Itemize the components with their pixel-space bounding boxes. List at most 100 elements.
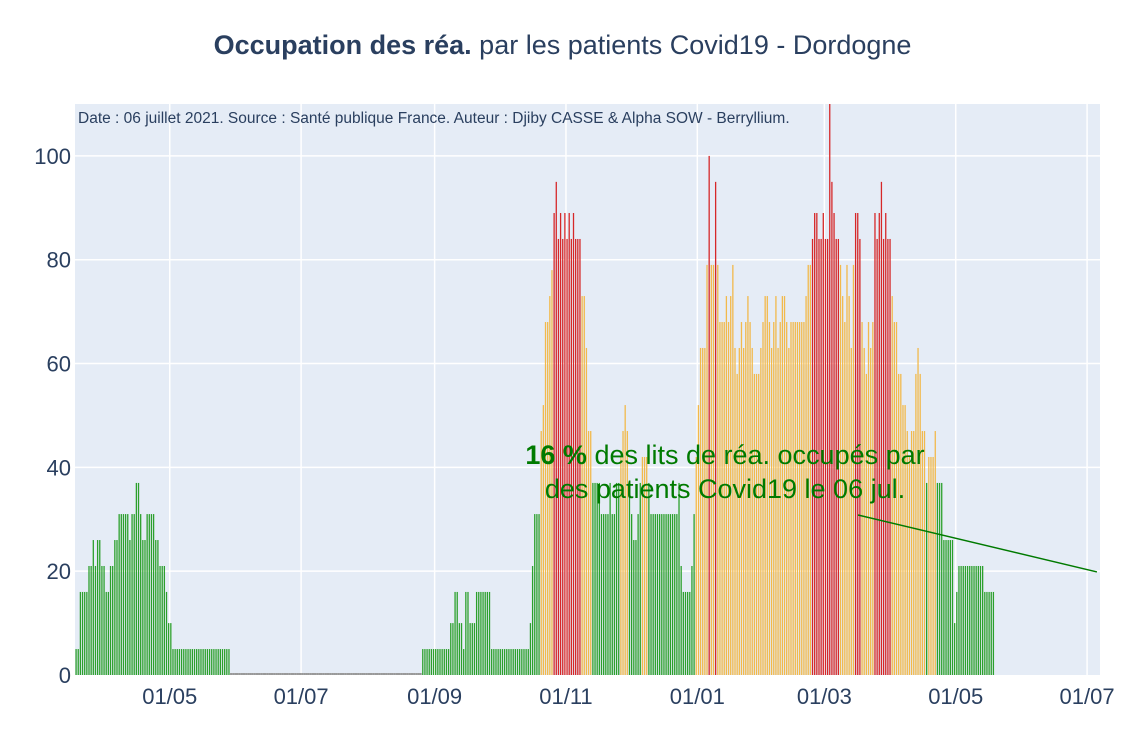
bar [829, 104, 831, 675]
bar [376, 673, 379, 675]
bar [857, 213, 859, 675]
bar [695, 456, 697, 675]
bar [495, 649, 497, 675]
bar [419, 673, 422, 675]
bar [613, 514, 616, 675]
bar [404, 673, 407, 675]
bar [324, 673, 327, 675]
bar [255, 673, 259, 675]
bar [473, 623, 476, 675]
bar [435, 649, 437, 675]
bar [637, 514, 639, 675]
x-tick-label: 01/09 [407, 684, 462, 709]
bar [643, 456, 646, 675]
y-axis-ticks: 0 20 40 60 80 100 [34, 144, 71, 688]
bar [717, 264, 719, 675]
bar [988, 591, 990, 675]
bar [122, 514, 125, 675]
bar [667, 514, 669, 675]
bar [301, 673, 304, 675]
bar [467, 591, 469, 675]
bar [238, 673, 241, 675]
bar [846, 264, 848, 675]
bar [439, 649, 441, 675]
bar [469, 623, 471, 675]
bar [450, 623, 452, 675]
x-tick-label: 01/07 [274, 684, 329, 709]
bar [885, 213, 887, 675]
bar [551, 270, 553, 675]
bar [641, 456, 644, 675]
bar [725, 296, 728, 675]
bar [969, 565, 971, 675]
bar [105, 591, 107, 675]
bar [693, 514, 695, 675]
bar [226, 649, 228, 675]
bar [867, 322, 870, 675]
bar [844, 322, 846, 675]
bar [538, 514, 540, 675]
bar [740, 322, 743, 675]
bar [684, 591, 687, 675]
bar [861, 322, 863, 675]
bar [738, 347, 740, 675]
bar [361, 673, 364, 675]
bar [607, 514, 609, 675]
bar [611, 514, 613, 675]
bar [279, 673, 282, 675]
bar [482, 591, 484, 675]
bar [357, 673, 360, 675]
bar [253, 673, 256, 675]
bar [732, 264, 734, 675]
bar [656, 514, 659, 675]
bar [109, 565, 112, 675]
bar [872, 322, 874, 675]
bar [247, 673, 250, 675]
bar [534, 514, 536, 675]
bar [395, 673, 399, 675]
bar [206, 649, 209, 675]
bar [910, 431, 913, 675]
bar [240, 673, 243, 675]
bar [94, 565, 97, 675]
bar [572, 213, 575, 675]
bar [913, 431, 915, 675]
bar [990, 591, 992, 675]
bar [652, 514, 654, 675]
bar [893, 322, 895, 675]
bar [798, 322, 801, 675]
bar [822, 213, 824, 675]
y-tick-label: 80 [47, 248, 71, 273]
bar [116, 540, 118, 675]
bar [592, 482, 594, 675]
bar [704, 347, 706, 675]
bar [796, 322, 799, 675]
bar [318, 673, 321, 675]
bar [99, 540, 101, 675]
x-tick-label: 01/07 [1060, 684, 1115, 709]
annotation-value: 16 % [525, 440, 587, 470]
bar [525, 649, 527, 675]
bar [296, 673, 299, 675]
bar [603, 514, 605, 675]
chart-title: Occupation des réa. par les patients Cov… [0, 30, 1125, 61]
bar [101, 565, 103, 675]
bar [503, 649, 506, 675]
x-tick-label: 01/11 [539, 684, 592, 709]
bar [266, 673, 269, 675]
bar [624, 405, 626, 675]
bar [854, 213, 857, 675]
bar [674, 514, 676, 675]
bar [665, 514, 667, 675]
bar [281, 673, 284, 675]
bar [842, 296, 844, 675]
bar [161, 565, 163, 675]
bar [568, 213, 570, 675]
bar [697, 405, 700, 675]
bar [84, 591, 86, 675]
bar [531, 565, 534, 675]
bar [919, 373, 921, 675]
bar [745, 322, 747, 675]
bar [682, 591, 684, 675]
bar [553, 213, 555, 675]
